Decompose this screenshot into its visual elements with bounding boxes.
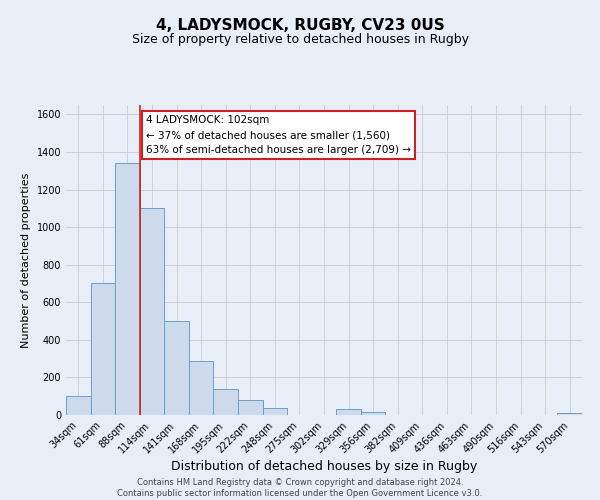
Bar: [140, 208, 164, 415]
Bar: [336, 410, 361, 415]
Bar: [189, 362, 214, 415]
Bar: [238, 400, 263, 415]
Text: Size of property relative to detached houses in Rugby: Size of property relative to detached ho…: [131, 32, 469, 46]
Bar: [164, 321, 189, 415]
Text: Contains HM Land Registry data © Crown copyright and database right 2024.
Contai: Contains HM Land Registry data © Crown c…: [118, 478, 482, 498]
Bar: [361, 412, 385, 415]
X-axis label: Distribution of detached houses by size in Rugby: Distribution of detached houses by size …: [171, 460, 477, 473]
Bar: [66, 396, 91, 415]
Text: 4 LADYSMOCK: 102sqm
← 37% of detached houses are smaller (1,560)
63% of semi-det: 4 LADYSMOCK: 102sqm ← 37% of detached ho…: [146, 116, 411, 155]
Bar: [263, 408, 287, 415]
Bar: [115, 163, 140, 415]
Bar: [214, 388, 238, 415]
Text: 4, LADYSMOCK, RUGBY, CV23 0US: 4, LADYSMOCK, RUGBY, CV23 0US: [155, 18, 445, 32]
Bar: [557, 413, 582, 415]
Bar: [91, 284, 115, 415]
Y-axis label: Number of detached properties: Number of detached properties: [21, 172, 31, 348]
